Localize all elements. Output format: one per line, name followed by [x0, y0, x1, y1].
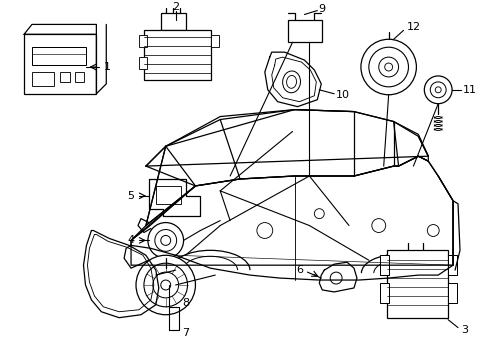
Bar: [386, 250, 447, 318]
Bar: [211, 35, 219, 47]
Text: 6: 6: [295, 265, 303, 275]
Bar: [139, 57, 146, 69]
Bar: [75, 72, 84, 82]
Bar: [161, 13, 185, 30]
Text: 9: 9: [318, 4, 325, 14]
Bar: [60, 72, 69, 82]
Bar: [447, 255, 456, 275]
Circle shape: [161, 280, 170, 290]
Text: 11: 11: [462, 85, 476, 95]
Bar: [32, 47, 86, 65]
Circle shape: [161, 235, 170, 246]
Bar: [24, 34, 96, 94]
Bar: [447, 283, 456, 303]
Text: 8: 8: [182, 298, 189, 308]
Text: 5: 5: [127, 191, 134, 201]
Circle shape: [434, 87, 440, 93]
Text: 4: 4: [127, 235, 134, 246]
Bar: [32, 72, 54, 86]
Bar: [143, 30, 211, 80]
Text: 2: 2: [172, 1, 179, 12]
Bar: [139, 35, 146, 47]
Circle shape: [136, 255, 195, 315]
Bar: [379, 255, 388, 275]
Bar: [287, 21, 322, 42]
Bar: [379, 283, 388, 303]
Text: 3: 3: [461, 325, 468, 334]
Text: 7: 7: [182, 328, 189, 338]
Text: 1: 1: [103, 62, 111, 72]
Bar: [156, 186, 180, 204]
Text: 12: 12: [406, 22, 420, 32]
Text: 10: 10: [335, 90, 349, 100]
Circle shape: [384, 63, 392, 71]
